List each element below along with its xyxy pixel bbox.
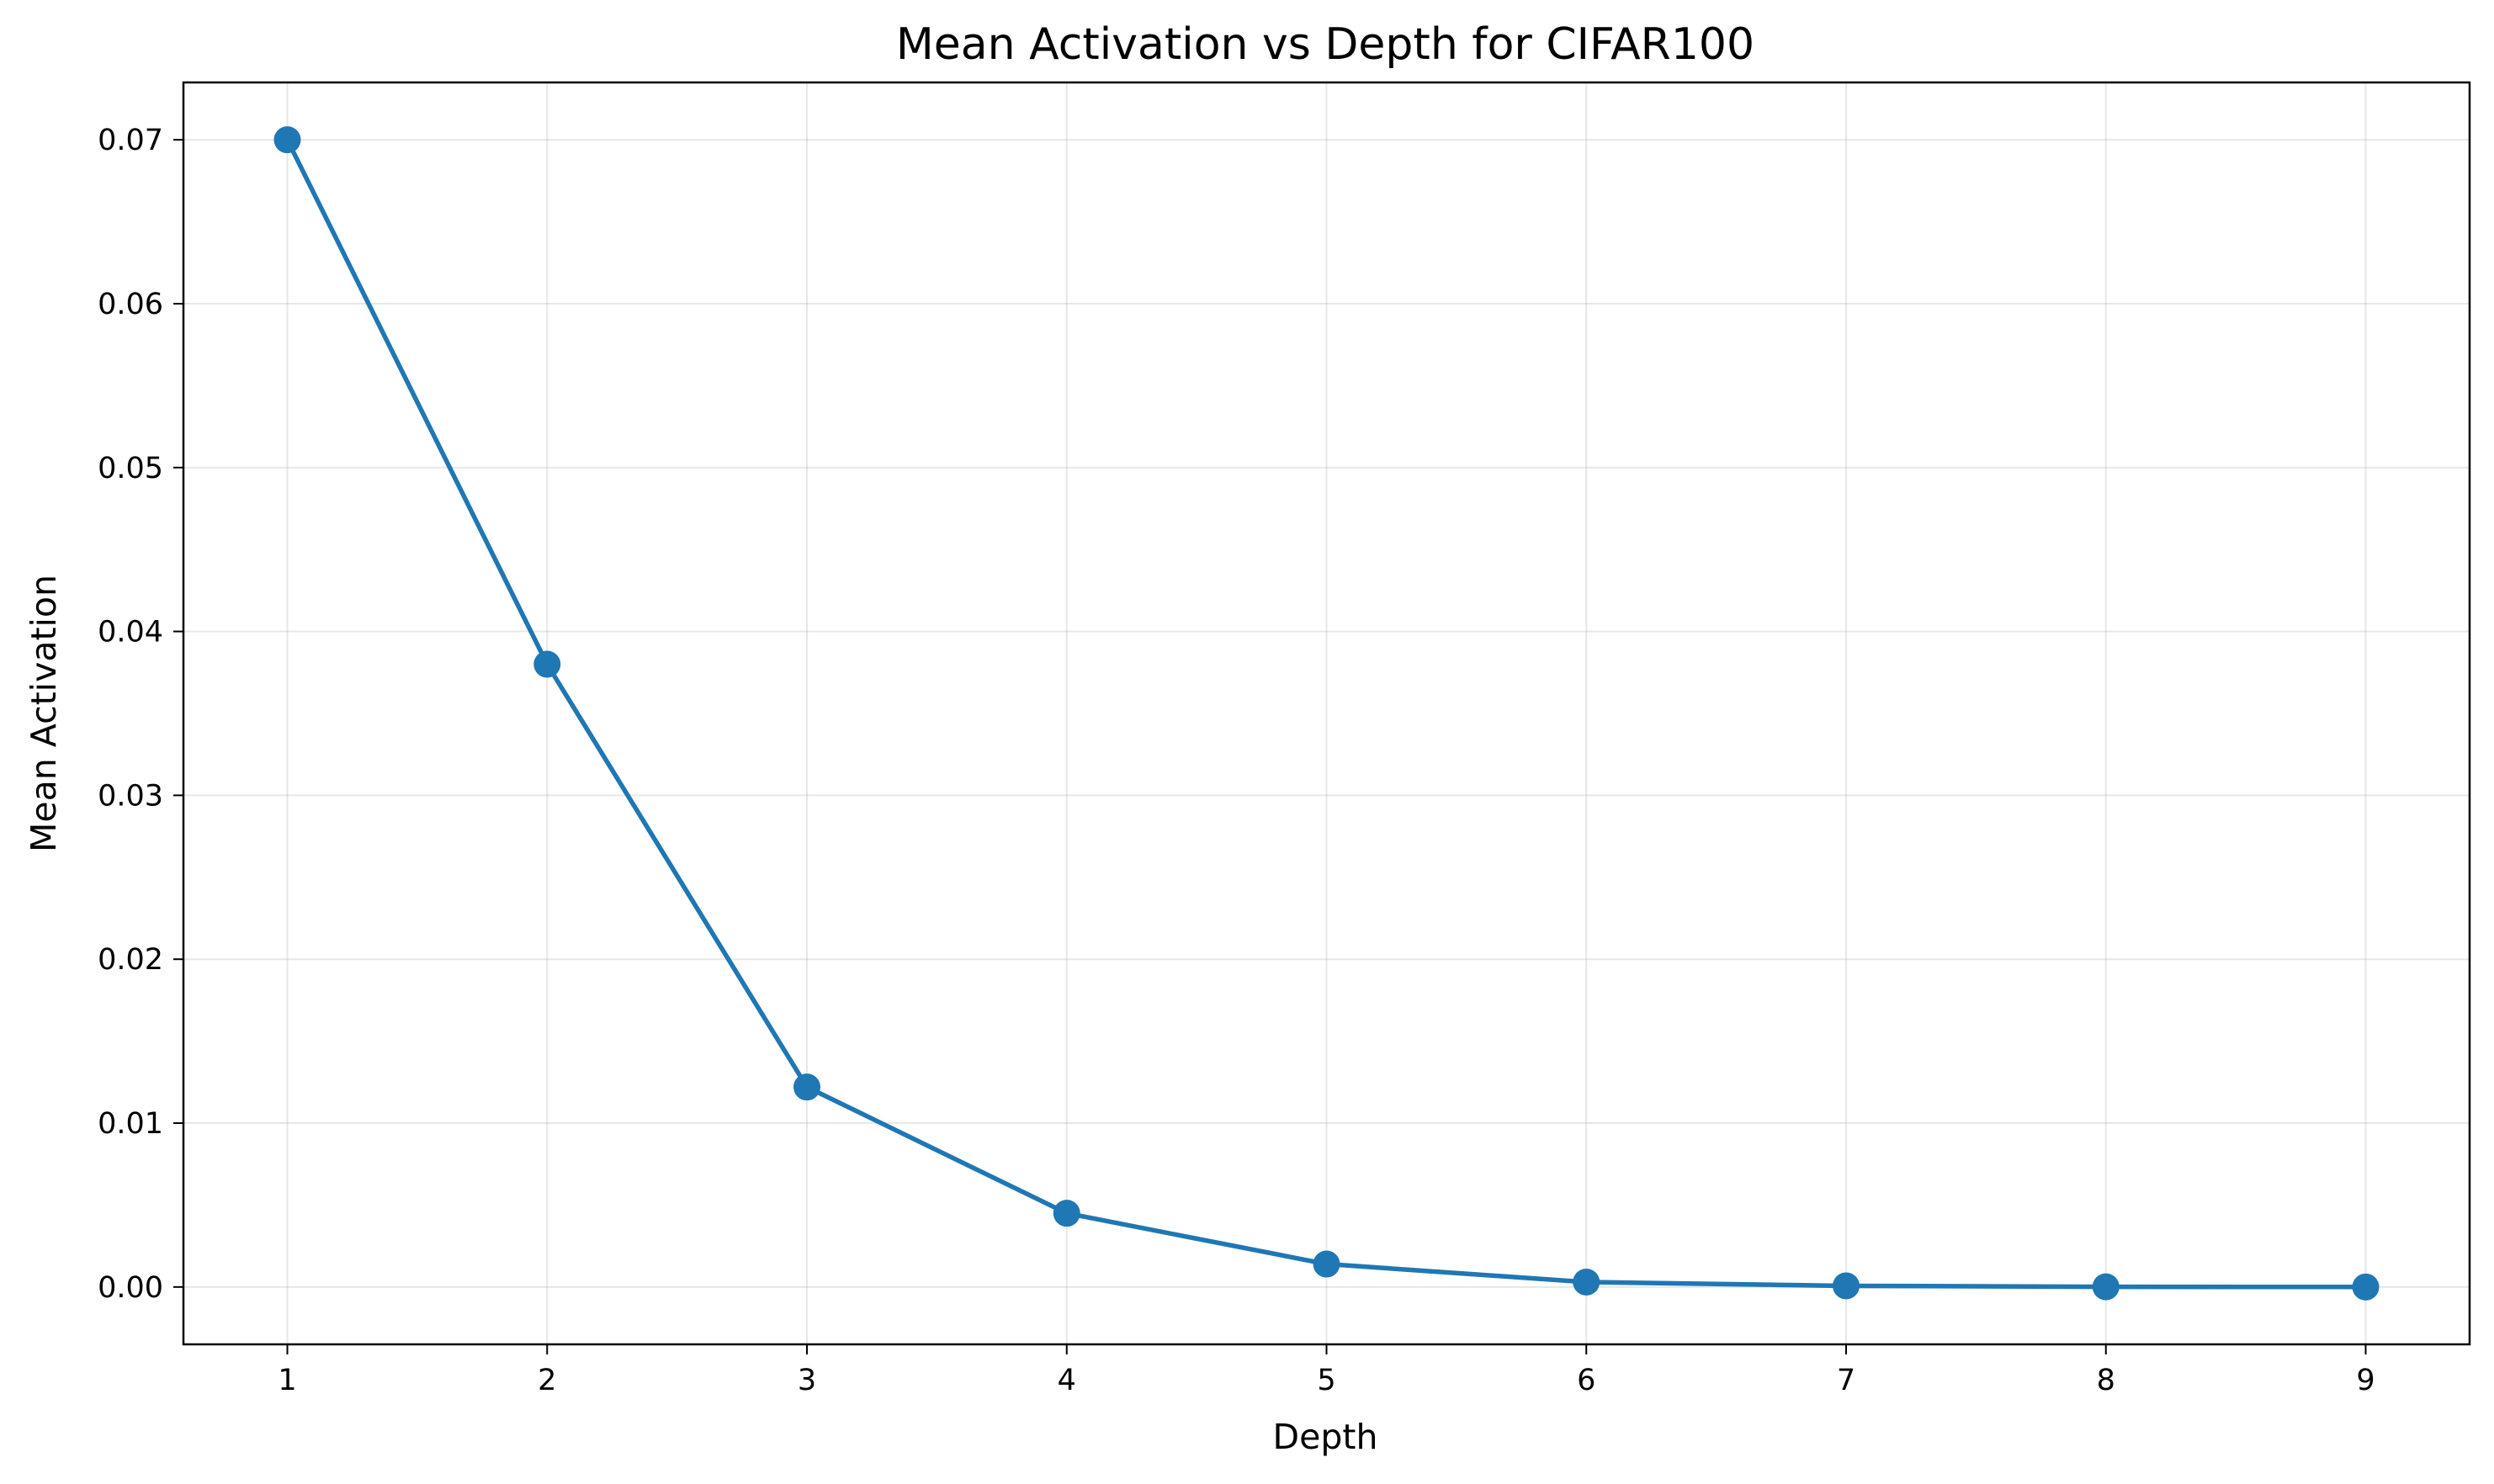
data-point bbox=[533, 650, 561, 678]
data-point bbox=[1833, 1272, 1860, 1300]
y-tick-label: 0.07 bbox=[98, 124, 163, 157]
data-point bbox=[1573, 1268, 1600, 1296]
x-tick-label: 4 bbox=[1058, 1364, 1076, 1397]
data-point bbox=[793, 1073, 820, 1101]
x-tick-label: 2 bbox=[538, 1364, 556, 1397]
y-tick-label: 0.03 bbox=[98, 779, 163, 813]
x-tick-label: 3 bbox=[798, 1364, 816, 1397]
data-point bbox=[1053, 1200, 1080, 1227]
y-tick-label: 0.01 bbox=[98, 1107, 163, 1141]
x-tick-label: 8 bbox=[2097, 1364, 2115, 1397]
x-tick-label: 7 bbox=[1837, 1364, 1855, 1397]
y-tick-label: 0.05 bbox=[98, 452, 163, 485]
ticks: 1 2 3 4 5 6 7 8 9 0.00 0.01 0.02 0.03 0.04 0.05 0.06 0.0… bbox=[98, 124, 2375, 1397]
data-point bbox=[2352, 1273, 2380, 1301]
x-tick-label: 6 bbox=[1577, 1364, 1595, 1397]
chart-title: Mean Activation vs Depth for CIFAR100 bbox=[896, 19, 1754, 70]
x-tick-label: 1 bbox=[278, 1364, 296, 1397]
data-point bbox=[1313, 1250, 1340, 1278]
x-tick-label: 9 bbox=[2356, 1364, 2375, 1397]
data-point bbox=[2092, 1273, 2120, 1301]
x-tick-label: 5 bbox=[1317, 1364, 1335, 1397]
series-layer bbox=[273, 126, 2380, 1301]
y-tick-label: 0.04 bbox=[98, 616, 163, 649]
y-tick-label: 0.00 bbox=[98, 1271, 163, 1305]
y-tick-label: 0.06 bbox=[98, 288, 163, 321]
x-axis-label: Depth bbox=[1273, 1417, 1378, 1457]
y-axis-label: Mean Activation bbox=[24, 575, 64, 852]
y-tick-label: 0.02 bbox=[98, 943, 163, 977]
grid bbox=[183, 82, 2470, 1344]
data-point bbox=[273, 126, 301, 154]
